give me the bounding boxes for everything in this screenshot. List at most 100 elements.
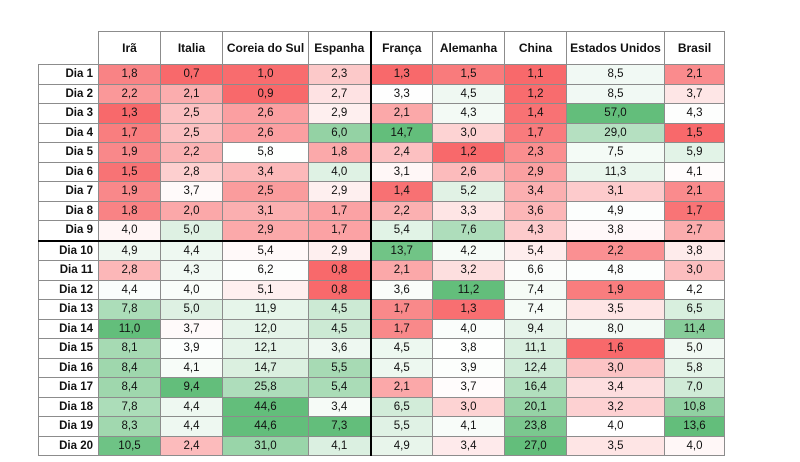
row-label: Dia 8 xyxy=(38,200,99,221)
row-label: Dia 2 xyxy=(38,83,99,104)
column-header: França xyxy=(369,31,433,65)
table-cell: 5,8 xyxy=(664,357,725,378)
table-cell: 1,7 xyxy=(308,200,371,221)
table-cell: 2,6 xyxy=(432,161,505,182)
table-cell: 2,1 xyxy=(369,377,433,398)
table-cell: 2,6 xyxy=(222,103,309,124)
table-cell: 2,9 xyxy=(504,161,567,182)
table-cell: 4,0 xyxy=(432,318,505,339)
row-label: Dia 14 xyxy=(38,318,99,339)
table-cell: 3,9 xyxy=(160,338,223,359)
table-cell: 4,1 xyxy=(664,161,725,182)
table-cell: 1,7 xyxy=(308,220,371,241)
column-header: Irã xyxy=(98,31,161,65)
table-cell: 5,4 xyxy=(369,220,433,241)
table-cell: 3,4 xyxy=(566,377,665,398)
column-header: Italia xyxy=(160,31,223,65)
table-cell: 1,8 xyxy=(98,200,161,221)
table-cell: 1,8 xyxy=(308,142,371,163)
table-cell: 5,4 xyxy=(222,239,309,261)
table-cell: 3,6 xyxy=(504,200,567,221)
table-cell: 6,0 xyxy=(308,122,371,143)
table-cell: 31,0 xyxy=(222,435,309,456)
table-row: Dia 1 1,8 0,7 1,0 2,3 1,3 1,5 1,1 8,5 2,1 xyxy=(38,64,725,85)
table-cell: 4,0 xyxy=(160,279,223,300)
table-cell: 2,9 xyxy=(308,181,371,202)
table-cell: 4,0 xyxy=(664,435,725,456)
table-cell: 5,0 xyxy=(160,220,223,241)
table-cell: 4,1 xyxy=(160,357,223,378)
table-cell: 2,7 xyxy=(308,83,371,104)
table-cell: 1,3 xyxy=(98,103,161,124)
table-cell: 11,0 xyxy=(98,318,161,339)
table-cell: 2,2 xyxy=(160,142,223,163)
table-cell: 4,5 xyxy=(308,318,371,339)
row-label: Dia 3 xyxy=(38,103,99,124)
column-header: Coreia do Sul xyxy=(222,31,309,65)
table-cell: 1,1 xyxy=(504,64,567,85)
table-row: Dia 3 1,3 2,5 2,6 2,9 2,1 4,3 1,4 57,0 4,3 xyxy=(38,103,725,124)
table-cell: 1,2 xyxy=(432,142,505,163)
row-label: Dia 4 xyxy=(38,122,99,143)
table-cell: 3,1 xyxy=(566,181,665,202)
table-cell: 3,4 xyxy=(308,396,371,417)
table-row: Dia 18 7,8 4,4 44,6 3,4 6,5 3,0 20,1 3,2 10,8 xyxy=(38,396,725,417)
table-cell: 12,4 xyxy=(504,357,567,378)
table-cell: 1,9 xyxy=(98,181,161,202)
table-cell: 0,8 xyxy=(308,279,371,300)
table-cell: 4,4 xyxy=(160,396,223,417)
table-cell: 3,8 xyxy=(432,338,505,359)
table-cell: 3,0 xyxy=(432,122,505,143)
table-row: Dia 12 4,4 4,0 5,1 0,8 3,6 11,2 7,4 1,9 4,2 xyxy=(38,279,725,300)
table-cell: 5,4 xyxy=(504,239,567,261)
table-body: Dia 1 1,8 0,7 1,0 2,3 1,3 1,5 1,1 8,5 2,1 Dia 2 2,2… xyxy=(38,64,725,456)
table-cell: 2,9 xyxy=(222,220,309,241)
table-cell: 3,4 xyxy=(504,181,567,202)
row-label: Dia 5 xyxy=(38,142,99,163)
table-cell: 1,3 xyxy=(369,64,433,85)
header-row: Irã Italia Coreia do Sul Espanha França … xyxy=(38,31,725,65)
table-cell: 11,9 xyxy=(222,299,309,320)
column-header: China xyxy=(504,31,567,65)
table-cell: 0,8 xyxy=(308,260,371,281)
row-label: Dia 18 xyxy=(38,396,99,417)
row-label: Dia 7 xyxy=(38,181,99,202)
table-cell: 3,1 xyxy=(369,161,433,182)
table-cell: 14,7 xyxy=(369,122,433,143)
table-cell: 7,6 xyxy=(432,220,505,241)
table-cell: 9,4 xyxy=(160,377,223,398)
table-cell: 2,5 xyxy=(160,122,223,143)
table-cell: 3,7 xyxy=(432,377,505,398)
table-cell: 2,6 xyxy=(222,122,309,143)
table-cell: 2,1 xyxy=(160,83,223,104)
table-cell: 3,2 xyxy=(432,260,505,281)
table-cell: 1,2 xyxy=(504,83,567,104)
table-cell: 25,8 xyxy=(222,377,309,398)
table-cell: 2,2 xyxy=(566,239,665,261)
row-label: Dia 13 xyxy=(38,299,99,320)
table-cell: 5,2 xyxy=(432,181,505,202)
table-row: Dia 20 10,5 2,4 31,0 4,1 4,9 3,4 27,0 3,5 4,0 xyxy=(38,435,725,456)
table-cell: 4,0 xyxy=(308,161,371,182)
row-label: Dia 10 xyxy=(38,239,99,261)
table-cell: 23,8 xyxy=(504,416,567,437)
table-cell: 11,4 xyxy=(664,318,725,339)
table-row: Dia 11 2,8 4,3 6,2 0,8 2,1 3,2 6,6 4,8 3,0 xyxy=(38,260,725,281)
table-cell: 29,0 xyxy=(566,122,665,143)
table-cell: 44,6 xyxy=(222,396,309,417)
table-row: Dia 16 8,4 4,1 14,7 5,5 4,5 3,9 12,4 3,0 5,8 xyxy=(38,357,725,378)
table-cell: 4,0 xyxy=(566,416,665,437)
table-row: Dia 2 2,2 2,1 0,9 2,7 3,3 4,5 1,2 8,5 3,7 xyxy=(38,83,725,104)
row-label: Dia 20 xyxy=(38,435,99,456)
table-cell: 2,9 xyxy=(308,103,371,124)
table-cell: 2,3 xyxy=(308,64,371,85)
table-cell: 2,8 xyxy=(160,161,223,182)
table-cell: 9,4 xyxy=(504,318,567,339)
table-cell: 6,6 xyxy=(504,260,567,281)
table-cell: 27,0 xyxy=(504,435,567,456)
table-cell: 4,9 xyxy=(566,200,665,221)
row-label: Dia 12 xyxy=(38,279,99,300)
table-cell: 4,4 xyxy=(98,279,161,300)
table-cell: 3,0 xyxy=(566,357,665,378)
table-cell: 4,0 xyxy=(98,220,161,241)
